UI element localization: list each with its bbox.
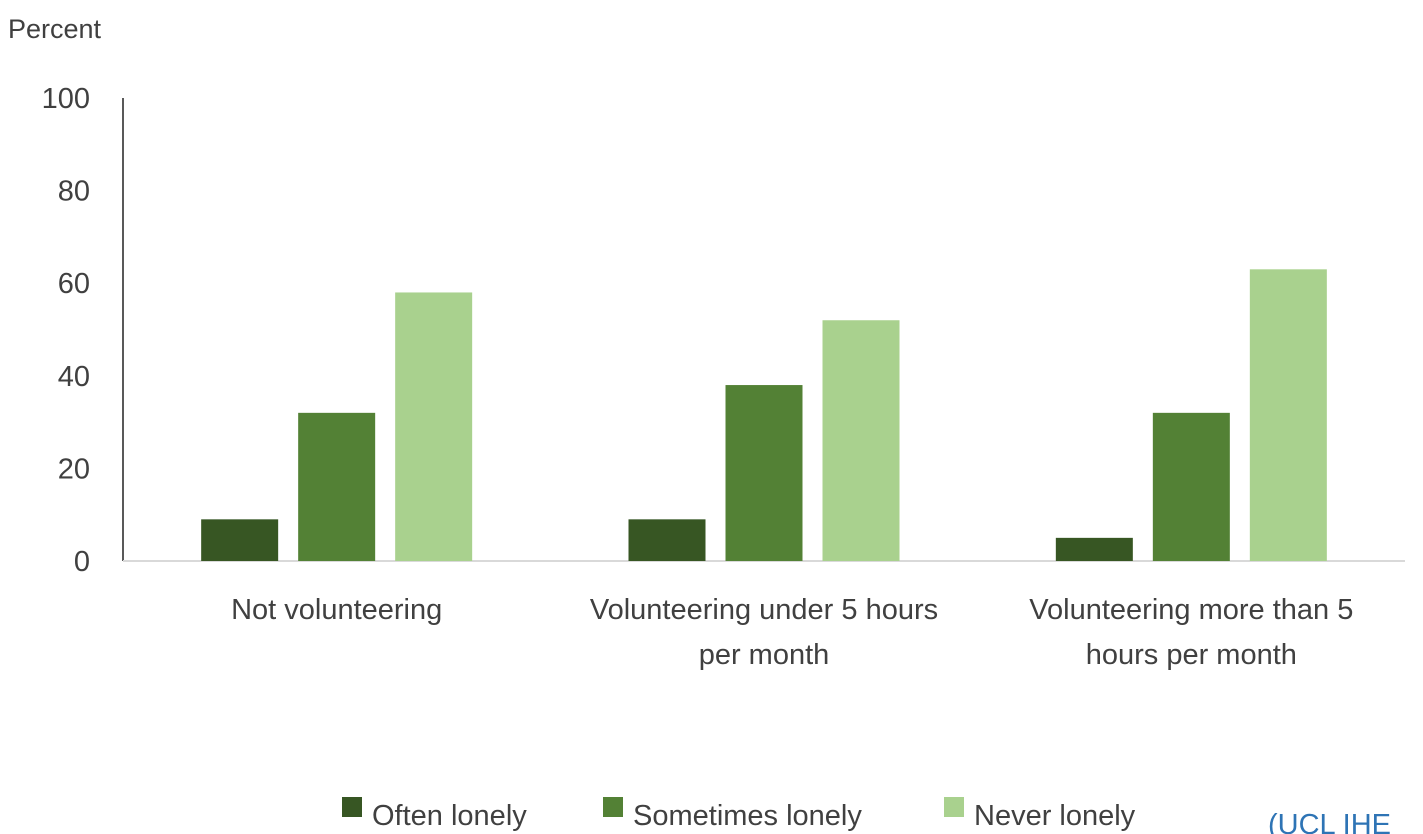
bar-never-lonely xyxy=(822,320,900,561)
bar-often-lonely xyxy=(628,519,706,561)
x-tick-label-line: per month xyxy=(699,639,830,671)
x-tick-label-line: Volunteering more than 5 xyxy=(1029,594,1353,626)
bar-never-lonely xyxy=(1249,269,1327,561)
y-tick-label: 20 xyxy=(58,453,90,485)
y-tick-label: 80 xyxy=(58,176,90,208)
x-tick-label-line: Volunteering under 5 hours xyxy=(590,594,938,626)
x-axis-tick-labels: Not volunteering Volunteering under 5 hou… xyxy=(231,594,1353,671)
bar-sometimes-lonely xyxy=(298,412,376,561)
x-tick-label: Not volunteering xyxy=(231,594,442,626)
legend-label: Sometimes lonely xyxy=(633,800,862,832)
source-note: (UCL IHE xyxy=(1268,809,1391,834)
bar-never-lonely xyxy=(395,292,473,561)
y-tick-label: 0 xyxy=(74,546,90,578)
legend-swatch xyxy=(944,797,964,817)
bars-group xyxy=(201,269,1327,561)
legend-label: Often lonely xyxy=(372,800,527,832)
legend-swatch xyxy=(342,797,362,817)
x-tick-label: Volunteering under 5 hours per month xyxy=(590,594,938,671)
y-tick-label: 60 xyxy=(58,268,90,300)
bar-often-lonely xyxy=(201,519,279,561)
y-tick-label: 100 xyxy=(42,83,90,115)
x-tick-label-line: hours per month xyxy=(1086,639,1297,671)
y-axis-ticks: 0 20 40 60 80 100 xyxy=(42,83,90,578)
legend-swatch xyxy=(603,797,623,817)
y-tick-label: 40 xyxy=(58,361,90,393)
bar-often-lonely xyxy=(1055,537,1133,561)
legend: Often lonely Sometimes lonely Never lonely xyxy=(342,797,1136,832)
y-axis-label: Percent xyxy=(8,14,102,44)
legend-label: Never lonely xyxy=(974,800,1136,832)
x-tick-label: Volunteering more than 5 hours per month xyxy=(1029,594,1353,671)
x-tick-label-line: Not volunteering xyxy=(231,594,442,626)
bar-sometimes-lonely xyxy=(1152,412,1230,561)
bar-sometimes-lonely xyxy=(725,385,803,561)
